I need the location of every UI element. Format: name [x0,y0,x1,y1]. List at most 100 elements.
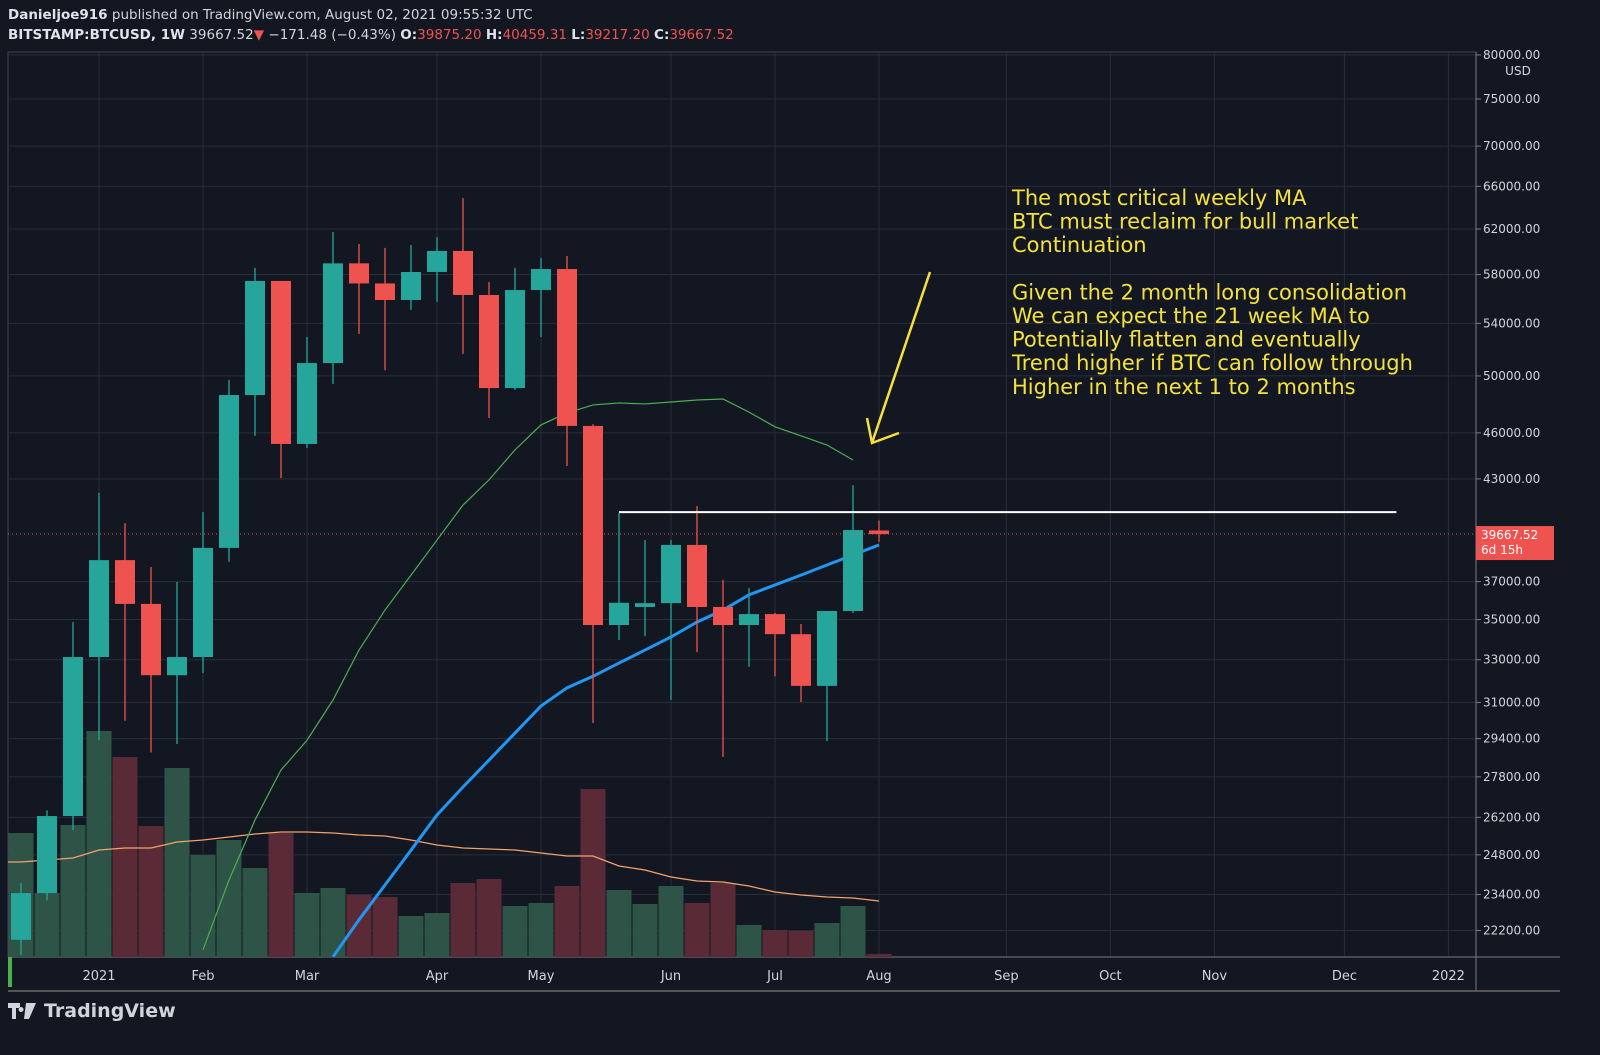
candle[interactable] [687,505,707,653]
candle-body [63,657,83,817]
candle[interactable] [453,198,473,354]
volume-bar [606,890,632,957]
annotation-text[interactable]: We can expect the 21 week MA to [1012,304,1370,328]
candle-body [479,295,499,389]
x-tick-label: 2022 [1432,969,1465,984]
y-tick-label: 26200.00 [1483,810,1540,824]
candle[interactable] [427,237,447,302]
candle[interactable] [505,267,525,391]
volume-bar [164,768,190,957]
y-tick-label: 22200.00 [1483,923,1540,937]
candle[interactable] [583,424,603,724]
annotation-text[interactable]: Given the 2 month long consolidation [1012,280,1407,304]
volume-bar [580,789,606,957]
candle-body [245,280,265,396]
candle[interactable] [531,257,551,338]
last-price-label: 39667.52 [1481,528,1538,542]
candle[interactable] [635,540,655,637]
annotation-arrow[interactable] [870,271,932,444]
volume-bar [840,906,866,957]
candle[interactable] [167,581,187,744]
candle[interactable] [843,485,863,613]
candle-body [843,530,863,612]
ma21-line [331,543,880,957]
bar-countdown: 6d 15h [1481,543,1523,557]
candle[interactable] [115,523,135,721]
candle[interactable] [219,379,239,562]
candle[interactable] [245,267,265,436]
x-tick-label: Feb [191,969,214,984]
candle[interactable] [557,255,577,467]
candle[interactable] [739,588,759,667]
candle[interactable] [375,247,395,371]
plot-area[interactable] [7,51,1477,958]
candle[interactable] [11,882,31,955]
y-tick-label: 62000.00 [1483,222,1540,236]
y-tick-label: 27800.00 [1483,770,1540,784]
candle[interactable] [401,244,421,310]
tradingview-logo[interactable]: TradingView [8,1000,176,1022]
candle[interactable] [349,244,369,334]
low-label: L: [571,27,586,43]
volume-bar [216,840,242,957]
y-tick-label: 66000.00 [1483,179,1540,193]
volume-bar [762,930,788,957]
annotation-text[interactable]: Trend higher if BTC can follow through [1011,351,1413,375]
x-tick-label: Aug [866,969,891,984]
y-tick-label: 50000.00 [1483,369,1540,383]
y-tick-label: 43000.00 [1483,472,1540,486]
candle[interactable] [609,513,629,640]
candle[interactable] [37,810,57,901]
volume-bar [658,886,684,957]
candle[interactable] [271,280,291,478]
high-value: 40459.31 [502,27,567,43]
volume-bar [528,903,554,957]
candle-body [739,614,759,626]
candle[interactable] [141,566,161,753]
volume-bar [788,931,814,957]
candle[interactable] [713,579,733,757]
symbol[interactable]: BITSTAMP:BTCUSD, 1W [8,27,185,43]
candle[interactable] [817,611,837,742]
volume-bar [502,906,528,957]
annotation-text[interactable]: Continuation [1012,233,1147,257]
change: −171.48 (−0.43%) [268,27,396,43]
candle-body [219,395,239,548]
time-scrollbar[interactable] [8,990,1560,992]
candle[interactable] [869,520,889,542]
annotation-text[interactable]: BTC must reclaim for bull market [1012,210,1358,234]
volume-bar [86,731,112,957]
volume-bar [632,904,658,957]
range-start-marker [8,957,12,987]
candle[interactable] [297,337,317,448]
plot-layer [8,198,1397,957]
x-tick-label: Mar [295,969,320,984]
y-tick-label: 33000.00 [1483,653,1540,667]
candle-body [193,547,213,658]
candle[interactable] [193,512,213,674]
author[interactable]: Danieljoe916 [8,7,108,23]
y-tick-label: 54000.00 [1483,316,1540,330]
annotation-text[interactable]: The most critical weekly MA [1011,186,1307,210]
candle[interactable] [323,231,343,384]
candle[interactable] [479,281,499,419]
y-tick-label: 46000.00 [1483,426,1540,440]
last-price: 39667.52 [189,27,254,43]
candle-body [37,816,57,894]
candle-body [375,283,395,300]
candle[interactable] [765,612,785,677]
candle[interactable] [791,624,811,702]
volume-bar [476,879,502,957]
candle[interactable] [89,492,109,741]
candle-body [791,634,811,686]
volume-bar [294,893,320,957]
volume-bar [268,833,294,957]
candle[interactable] [661,540,681,701]
annotation-text[interactable]: Potentially flatten and eventually [1012,328,1361,352]
annotation-text[interactable]: Higher in the next 1 to 2 months [1012,375,1356,399]
candle-body [817,611,837,686]
candle-body [531,269,551,291]
currency-label[interactable]: USD [1505,64,1531,78]
candle[interactable] [63,622,83,830]
